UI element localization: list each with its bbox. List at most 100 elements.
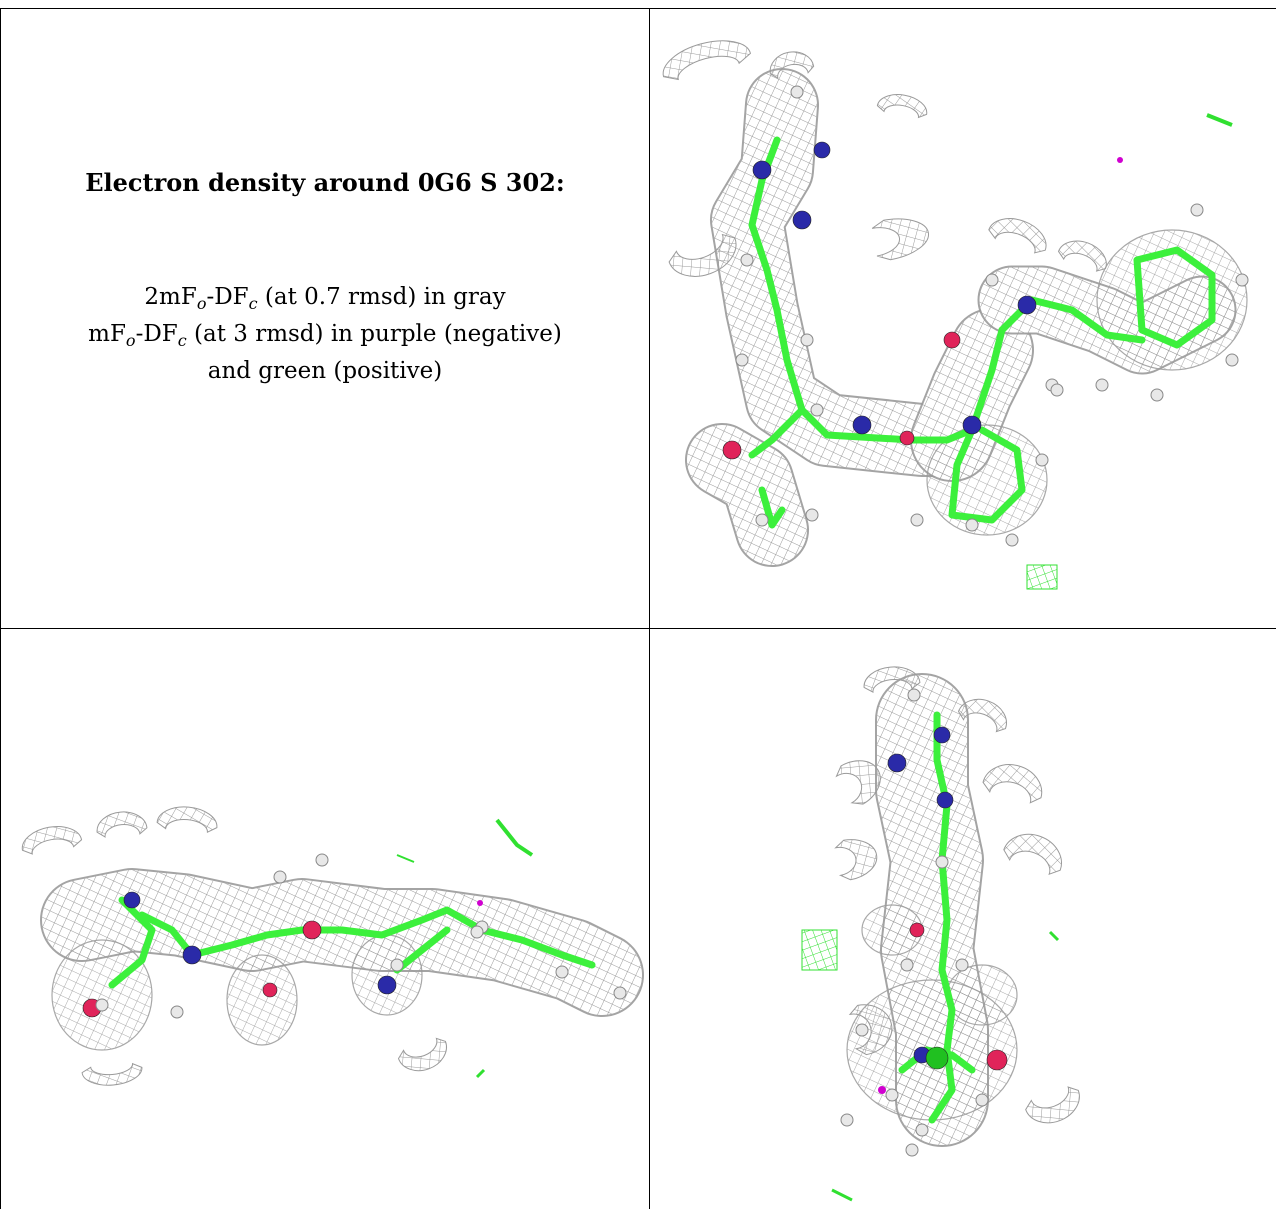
hydrogen-atom (790, 85, 804, 99)
density-core (912, 310, 1032, 480)
nitrogen-atom (752, 160, 772, 180)
hydrogen-atom (315, 853, 329, 867)
density-fragment (834, 839, 878, 881)
density-fragment (871, 218, 929, 261)
hydrogen-atom (273, 870, 287, 884)
density-lobe-right (351, 934, 423, 1016)
density-fragment (1003, 833, 1062, 876)
hydrogen-atom (1150, 388, 1164, 402)
oxygen-atom (722, 440, 742, 460)
oxygen-atom (899, 430, 915, 446)
caption-title: Electron density around 0G6 S 302: (85, 168, 565, 197)
border-left (0, 8, 1, 1209)
carbon-backbone (798, 326, 1006, 444)
hydrogen-atom (170, 1005, 184, 1019)
density-image-bottom-left (21, 806, 644, 1086)
hydrogen-atom (1050, 383, 1064, 397)
nitrogen-atom (123, 891, 141, 909)
density-image-bottom-right (801, 666, 1080, 1202)
density-lobe-right (946, 964, 1018, 1026)
caption-cell: Electron density around 0G6 S 302: 2mFo-… (0, 0, 650, 628)
positive-density-blob (396, 854, 415, 863)
density-fragment (81, 1062, 143, 1086)
density-fragment (1057, 240, 1107, 272)
view-top-right (652, 10, 1276, 626)
nitrogen-atom (182, 945, 202, 965)
hydrogen-atom (390, 958, 404, 972)
nitrogen-atom (813, 141, 831, 159)
density-fragment (769, 51, 815, 79)
hydrogen-atom (1095, 378, 1109, 392)
nitrogen-atom (792, 210, 812, 230)
density-fragment (1025, 1086, 1080, 1124)
nitrogen-atom (1017, 295, 1037, 315)
density-lobe-left (51, 939, 153, 1051)
chlorine-atom (925, 1046, 949, 1070)
density-fragment (988, 218, 1047, 254)
border-top (0, 8, 1276, 9)
hydrogen-atom (1005, 533, 1019, 547)
hydrogen-atom (613, 986, 627, 1000)
density-fragment (96, 811, 148, 838)
hydrogen-atom (735, 353, 749, 367)
view-bottom-right (652, 630, 1276, 1209)
density-fragment (668, 233, 737, 277)
density-fragment (835, 760, 881, 805)
caption-line-2-c: (at 3 rmsd) in purple (negative) (186, 321, 562, 347)
negative-density-blob (878, 1086, 886, 1094)
hydrogen-atom (555, 965, 569, 979)
density-fragment (397, 1037, 447, 1072)
caption-line-2-a: mF (88, 321, 126, 347)
negative-density-blob (1117, 157, 1123, 163)
density-image-top-right (662, 40, 1249, 590)
positive-density-blob (1026, 564, 1058, 590)
hydrogen-atom (965, 518, 979, 532)
caption-line-1-sub-c: c (248, 294, 258, 313)
hydrogen-atom (470, 925, 484, 939)
border-middle-horizontal (0, 628, 1276, 629)
caption-line-2: mFo-DFc (at 3 rmsd) in purple (negative) (0, 319, 650, 356)
caption-line-1-b: -DF (206, 284, 249, 310)
hydrogen-atom (935, 855, 949, 869)
hydrogen-atom (840, 1113, 854, 1127)
border-middle-vertical (649, 8, 650, 1209)
caption-line-1: 2mFo-DFc (at 0.7 rmsd) in gray (0, 282, 650, 319)
caption-line-2-sub-o: o (125, 331, 136, 350)
nitrogen-atom (377, 975, 397, 995)
caption-description: 2mFo-DFc (at 0.7 rmsd) in gray mFo-DFc (… (0, 282, 650, 387)
hydrogen-atom (740, 253, 754, 267)
hydrogen-atom (907, 688, 921, 702)
density-lobe-middle (226, 954, 298, 1046)
positive-density-blob (1048, 930, 1060, 942)
hydrogen-atom (755, 513, 769, 527)
density-chain (712, 70, 987, 475)
carbon-branch (108, 896, 156, 989)
hydrogen-atom (910, 513, 924, 527)
oxygen-atom (943, 331, 961, 349)
positive-density-blob (831, 1188, 853, 1202)
caption-line-2-sub-c: c (177, 331, 187, 350)
nitrogen-atom (936, 791, 954, 809)
oxygen-atom (302, 920, 322, 940)
hydrogen-atom (1225, 353, 1239, 367)
carbon-ring-lower (948, 426, 1026, 524)
hydrogen-atom (900, 958, 914, 972)
density-fragment (863, 666, 921, 693)
positive-density-blob (1206, 113, 1233, 127)
hydrogen-atom (905, 1143, 919, 1157)
hydrogen-atom (915, 1123, 929, 1137)
density-fragment (848, 1004, 893, 1056)
caption-line-3: and green (positive) (207, 358, 443, 384)
density-fragment (662, 40, 752, 81)
carbon-terminal (758, 486, 786, 529)
nitrogen-atom (962, 415, 982, 435)
density-fragment (21, 826, 83, 855)
hydrogen-atom (855, 1023, 869, 1037)
hydrogen-atom (955, 958, 969, 972)
positive-density-blob (495, 818, 534, 857)
density-fragment (156, 806, 218, 834)
hydrogen-atom (1035, 453, 1049, 467)
density-fragment (876, 94, 928, 119)
nitrogen-atom (852, 415, 872, 435)
nitrogen-atom (887, 753, 907, 773)
